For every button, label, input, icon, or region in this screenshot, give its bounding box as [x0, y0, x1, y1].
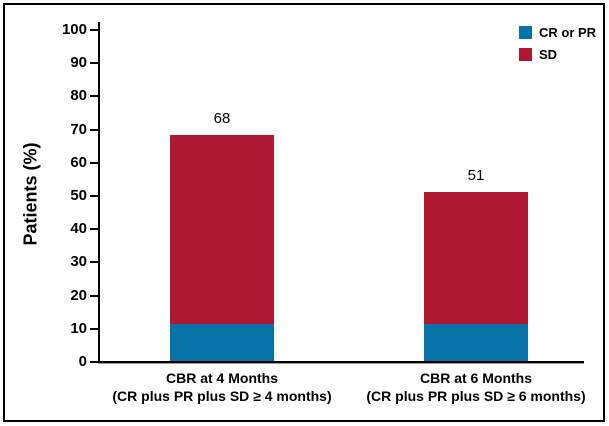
y-tick-mark [90, 361, 98, 363]
bar-segment-sd [170, 135, 274, 325]
y-tick-label: 30 [70, 253, 87, 271]
bar-segment-sd [424, 191, 528, 325]
legend: CR or PR SD [519, 25, 597, 70]
y-tick-mark [90, 62, 98, 65]
bar-segment-cr-or-pr [170, 324, 274, 361]
y-tick-label: 100 [61, 21, 87, 38]
y-tick-mark [90, 261, 98, 264]
legend-item-cr-or-pr: CR or PR [519, 25, 597, 40]
y-tick-label: 10 [70, 319, 87, 337]
y-tick-mark [90, 195, 98, 197]
y-tick-label: 40 [70, 220, 87, 238]
bar-total-label: 51 [467, 166, 485, 184]
x-category-label-line2: (CR plus PR plus SD ≥ 6 months) [366, 388, 586, 404]
y-tick-label: 20 [70, 286, 87, 304]
y-tick-label: 80 [70, 87, 87, 105]
legend-item-sd: SD [519, 47, 596, 62]
x-axis-line [98, 361, 584, 363]
x-category-label-line1: CBR at 4 Months [166, 370, 278, 386]
legend-label-sd: SD [539, 47, 558, 62]
x-category-label-line2: (CR plus PR plus SD ≥ 4 months) [112, 388, 332, 404]
legend-label-cr-or-pr: CR or PR [539, 25, 597, 40]
x-category-label: CBR at 6 Months (CR plus PR plus SD ≥ 6 m… [341, 369, 609, 405]
bar-total-label: 68 [213, 110, 231, 128]
y-tick-mark [90, 29, 98, 31]
y-tick-label: 60 [70, 153, 87, 171]
legend-swatch-cr-or-pr [519, 26, 532, 39]
y-tick-mark [90, 228, 98, 231]
legend-swatch-sd [519, 48, 532, 61]
y-tick-label: 50 [70, 187, 87, 204]
stacked-bar [424, 191, 528, 361]
bar-segment-cr-or-pr [424, 324, 528, 361]
y-tick-mark [90, 128, 98, 131]
y-tick-mark [90, 95, 98, 98]
y-tick-label: 0 [78, 353, 87, 370]
y-tick-mark [90, 327, 98, 330]
y-tick-mark [90, 161, 98, 164]
y-tick-label: 90 [70, 54, 87, 72]
x-category-label-line1: CBR at 6 Months [420, 370, 532, 386]
stacked-bar [170, 135, 274, 361]
y-axis-line [98, 22, 100, 363]
y-tick-mark [90, 294, 98, 297]
x-category-label: CBR at 4 Months (CR plus PR plus SD ≥ 4 m… [87, 369, 357, 405]
y-tick-label: 70 [70, 120, 87, 138]
